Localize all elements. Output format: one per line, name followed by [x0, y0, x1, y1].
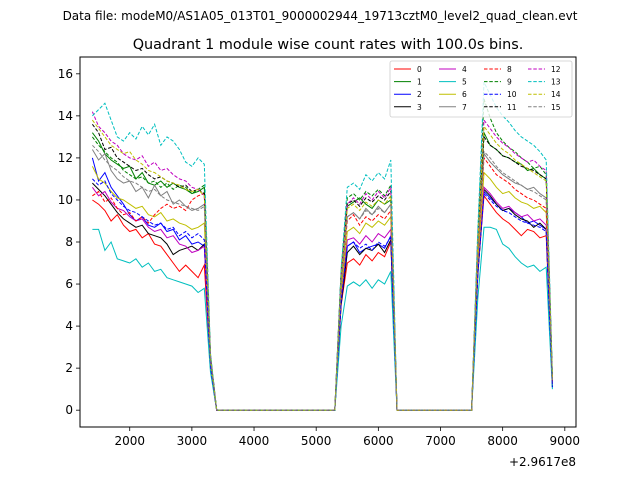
x-tick-label: 5000 — [301, 434, 332, 448]
series-line-15 — [92, 144, 553, 411]
y-tick-label: 0 — [65, 403, 73, 417]
x-offset-label: +2.9617e8 — [509, 455, 576, 469]
x-axis: 2000 3000 4000 5000 6000 7000 8000 9000 — [114, 427, 580, 448]
legend-label-10: 10 — [507, 90, 517, 99]
x-tick-label: 6000 — [363, 434, 394, 448]
legend-frame — [389, 60, 573, 118]
legend-label-4: 4 — [462, 65, 467, 74]
x-tick-label: 8000 — [487, 434, 518, 448]
legend-label-14: 14 — [551, 90, 561, 99]
legend-label-6: 6 — [462, 90, 467, 99]
y-tick-label: 6 — [65, 277, 73, 291]
suptitle: Data file: modeM0/AS1A05_013T01_90000029… — [63, 9, 578, 23]
y-axis: 0 2 4 6 8 10 12 14 16 — [58, 67, 80, 417]
legend-label-0: 0 — [417, 65, 422, 74]
legend-label-8: 8 — [507, 65, 512, 74]
legend-label-12: 12 — [551, 65, 561, 74]
legend-label-9: 9 — [507, 78, 512, 87]
legend-label-15: 15 — [551, 103, 561, 112]
y-tick-label: 12 — [58, 151, 73, 165]
chart-title: Quadrant 1 module wise count rates with … — [133, 37, 524, 53]
x-tick-label: 2000 — [114, 434, 145, 448]
legend-label-1: 1 — [417, 78, 422, 87]
y-tick-label: 16 — [58, 67, 73, 81]
legend-label-11: 11 — [507, 103, 517, 112]
series-lines — [91, 81, 553, 411]
legend-label-2: 2 — [417, 90, 422, 99]
y-tick-label: 14 — [58, 109, 73, 123]
y-tick-label: 10 — [58, 193, 73, 207]
plot-area: 2000 3000 4000 5000 6000 7000 8000 9000 0246810… — [58, 56, 580, 469]
y-tick-label: 2 — [65, 361, 73, 375]
y-tick-label: 4 — [65, 319, 73, 333]
x-tick-label: 7000 — [425, 434, 456, 448]
x-tick-label: 4000 — [239, 434, 270, 448]
y-tick-label: 8 — [65, 235, 73, 249]
x-tick-label: 3000 — [177, 434, 208, 448]
legend-label-3: 3 — [417, 103, 422, 112]
legend-label-5: 5 — [462, 78, 467, 87]
series-line-13 — [92, 81, 553, 411]
legend-label-7: 7 — [462, 103, 467, 112]
x-tick-label: 9000 — [550, 434, 581, 448]
legend-label-13: 13 — [551, 78, 561, 87]
